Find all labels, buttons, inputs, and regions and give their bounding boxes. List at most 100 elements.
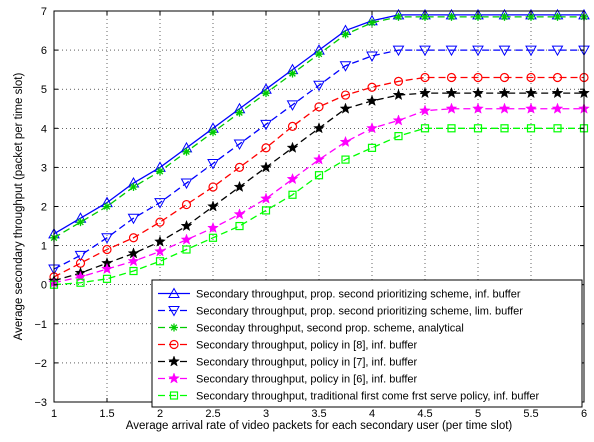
data-point (341, 30, 350, 39)
data-point (473, 72, 483, 83)
data-point (170, 323, 178, 332)
data-point (314, 102, 324, 112)
data-point (182, 147, 191, 156)
x-tick-label: 5 (475, 408, 481, 420)
legend-item: Secondary throughput, traditional first … (158, 391, 540, 403)
data-point (168, 372, 180, 384)
data-point (154, 235, 166, 247)
series-line (53, 127, 584, 286)
data-point (208, 233, 218, 242)
data-point (182, 245, 191, 254)
data-point (168, 306, 180, 317)
y-axis-title: Average secondary throughput (packet per… (13, 73, 25, 341)
data-point (500, 12, 509, 21)
data-point (288, 69, 297, 78)
y-tick-label: −1 (34, 319, 47, 331)
data-point (498, 45, 511, 57)
series-layer (48, 8, 590, 289)
data-point (366, 51, 378, 62)
x-tick-label: 2 (157, 408, 163, 420)
x-tick-label: 5.5 (523, 408, 538, 420)
data-point (154, 198, 166, 209)
legend-label: Secondary throughput, prop. second prior… (196, 306, 523, 318)
data-point (233, 208, 246, 220)
data-point (261, 206, 271, 215)
data-point (102, 274, 112, 283)
data-point (156, 167, 164, 176)
data-point (313, 122, 325, 134)
legend-item: Secondary throughput, prop. second prior… (158, 306, 523, 318)
data-point (288, 190, 297, 199)
data-point (552, 72, 563, 83)
data-point (420, 124, 430, 133)
y-tick-label: 6 (41, 45, 47, 57)
data-point (233, 139, 246, 150)
data-point (154, 245, 166, 257)
legend-item: Seconday throughput, second prop. scheme… (158, 323, 464, 335)
data-point (392, 114, 405, 126)
legend-box (151, 279, 583, 408)
data-point (472, 45, 484, 57)
data-point (286, 100, 299, 111)
data-point (499, 72, 510, 83)
x-tick-label: 6 (581, 408, 587, 420)
data-point (339, 61, 352, 72)
legend-label: Seconday throughput, second prop. scheme… (196, 323, 464, 335)
y-tick-label: 2 (41, 202, 47, 214)
data-point (127, 213, 140, 225)
data-point (314, 171, 324, 180)
data-point (313, 153, 325, 165)
y-tick-label: 3 (41, 162, 47, 174)
y-tick-label: −2 (34, 358, 47, 370)
data-point (551, 102, 564, 114)
data-point (341, 155, 350, 164)
data-point (498, 86, 511, 99)
data-point (262, 89, 270, 98)
x-tick-label: 3 (263, 408, 269, 420)
data-point (551, 45, 564, 57)
data-point (207, 158, 219, 170)
y-tick-label: 4 (41, 123, 47, 135)
legend-item: Secondary throughput, prop. second prior… (158, 287, 521, 301)
legend-label: Secondary throughput, policy in [8], inf… (196, 340, 417, 352)
data-point (421, 12, 429, 21)
data-point (260, 161, 272, 173)
data-point (169, 391, 179, 400)
data-point (169, 339, 179, 350)
data-point (235, 108, 244, 117)
data-point (526, 72, 536, 83)
y-tick-label: 7 (41, 6, 47, 18)
data-point (101, 262, 113, 275)
data-point (235, 221, 244, 231)
data-point (128, 233, 139, 243)
data-point (367, 82, 377, 92)
data-point (155, 217, 165, 227)
data-point (286, 172, 299, 185)
x-tick-label: 4.5 (417, 408, 432, 420)
data-point (234, 162, 245, 172)
x-tick-label: 1 (51, 408, 57, 420)
x-tick-label: 1.5 (99, 408, 114, 420)
legend: Secondary throughput, prop. second prior… (151, 279, 583, 408)
data-point (447, 124, 456, 133)
data-point (313, 80, 325, 92)
data-point (168, 287, 180, 298)
data-point (472, 86, 484, 99)
y-tick-label: 5 (41, 84, 47, 96)
data-point (209, 128, 217, 137)
data-point (127, 255, 140, 267)
data-point (392, 88, 405, 101)
series-2 (50, 12, 588, 242)
x-tick-label: 3.5 (311, 408, 326, 420)
data-point (76, 218, 85, 227)
y-tick-label: −3 (34, 397, 47, 409)
data-point (181, 199, 192, 210)
data-point (420, 72, 430, 83)
legend-label: Secondary throughput, policy in [6], inf… (196, 374, 417, 386)
data-point (498, 102, 511, 114)
data-point (367, 143, 377, 152)
data-point (315, 50, 323, 59)
legend-label: Secondary throughput, traditional first … (196, 391, 540, 403)
tick-layer: 1 1.5 2 2.5 3 3.5 4 4.5 5 5.5 6 −3 −2 −1 0 1 2 3 4 5 6 7 (34, 6, 587, 420)
data-point (180, 178, 193, 190)
